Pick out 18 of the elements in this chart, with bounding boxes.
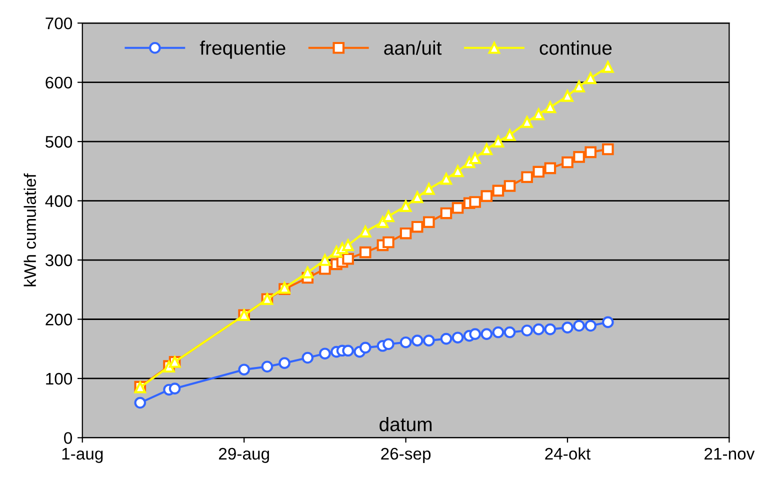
x-tick-label: 1-aug bbox=[62, 448, 103, 463]
legend-label: frequentie bbox=[200, 40, 286, 59]
x-axis-title: datum bbox=[380, 416, 432, 432]
y-tick-label: 0 bbox=[64, 432, 72, 444]
legend-label: aan/uit bbox=[384, 40, 442, 55]
y-tick-label: 500 bbox=[46, 136, 72, 148]
y-tick-label: 200 bbox=[46, 314, 72, 326]
y-tick-label: 100 bbox=[46, 372, 72, 385]
x-tick-label: 24-okt bbox=[545, 447, 591, 460]
y-tick-label: 300 bbox=[46, 254, 72, 266]
y-tick-label: 700 bbox=[46, 17, 72, 30]
y-tick-label: 600 bbox=[46, 76, 72, 89]
legend-label: continue bbox=[540, 40, 612, 55]
y-tick-label: 400 bbox=[45, 195, 72, 207]
x-tick-label: 29-aug bbox=[218, 448, 269, 463]
x-tick-label: 26-sep bbox=[381, 448, 431, 463]
y-axis-title: kWh cumulatief bbox=[24, 173, 36, 286]
x-tick-label: 21-nov bbox=[704, 448, 755, 460]
